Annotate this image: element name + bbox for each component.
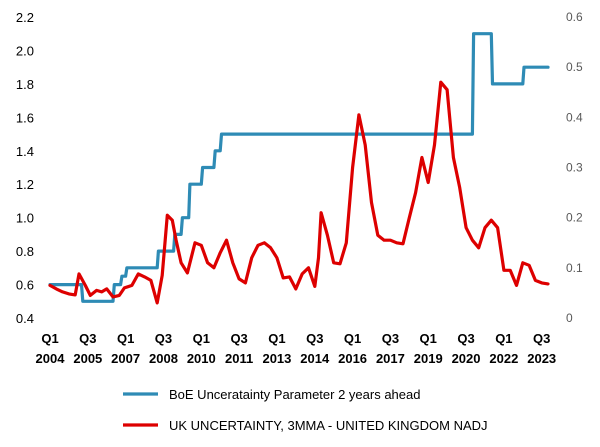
x-tick-year-label: 2005 (73, 351, 102, 366)
x-tick-quarter-label: Q1 (344, 331, 361, 346)
series-line-1 (48, 32, 550, 303)
right-tick-label: 0.5 (566, 60, 583, 74)
x-tick-quarter-label: Q1 (117, 331, 134, 346)
series-lines (48, 32, 550, 305)
right-tick-label: 0.4 (566, 110, 583, 124)
x-tick-quarter-label: Q3 (79, 331, 96, 346)
left-tick-label: 1.6 (16, 110, 34, 125)
left-axis-tick-labels: 0.4 0.6 0.8 1.0 1.2 1.4 1.6 1.8 2.0 2.2 (16, 10, 34, 326)
right-tick-label: 0.2 (566, 211, 583, 225)
x-tick-year-label: 2016 (338, 351, 367, 366)
legend: BoE Unceratainty Parameter 2 years ahead… (123, 387, 488, 433)
x-tick-quarter-label: Q3 (230, 331, 247, 346)
left-tick-label: 1.8 (16, 77, 34, 92)
x-tick-year-label: 2013 (262, 351, 291, 366)
x-tick-quarter-label: Q1 (41, 331, 58, 346)
x-tick-quarter-label: Q1 (193, 331, 210, 346)
right-tick-label: 0 (566, 311, 573, 325)
x-tick-quarter-label: Q3 (533, 331, 550, 346)
x-tick-year-label: 2019 (414, 351, 443, 366)
legend-label: BoE Unceratainty Parameter 2 years ahead (169, 387, 420, 402)
x-tick-year-label: 2008 (149, 351, 178, 366)
right-tick-label: 0.3 (566, 161, 583, 175)
x-tick-quarter-label: Q3 (306, 331, 323, 346)
left-tick-label: 1.0 (16, 211, 34, 226)
x-tick-quarter-label: Q3 (457, 331, 474, 346)
x-tick-quarter-label: Q3 (155, 331, 172, 346)
left-tick-label: 1.2 (16, 177, 34, 192)
left-tick-label: 0.6 (16, 278, 34, 293)
legend-label: UK UNCERTAINTY, 3MMA - UNITED KINGDOM NA… (169, 418, 488, 433)
x-tick-year-label: 2014 (300, 351, 330, 366)
x-tick-year-label: 2011 (225, 351, 253, 366)
x-tick-year-label: 2020 (452, 351, 481, 366)
x-tick-quarter-label: Q1 (495, 331, 512, 346)
x-tick-year-label: 2004 (36, 351, 66, 366)
x-tick-year-label: 2023 (527, 351, 556, 366)
series-line-2 (48, 80, 550, 305)
left-tick-label: 2.2 (16, 10, 34, 25)
x-tick-year-label: 2022 (489, 351, 518, 366)
right-tick-label: 0.1 (566, 261, 583, 275)
x-tick-year-label: 2017 (376, 351, 405, 366)
right-tick-label: 0.6 (566, 10, 583, 24)
left-tick-label: 1.4 (16, 144, 34, 159)
x-tick-year-label: 2007 (111, 351, 140, 366)
x-tick-quarter-label: Q1 (420, 331, 437, 346)
left-tick-label: 0.8 (16, 244, 34, 259)
x-tick-year-label: 2010 (187, 351, 216, 366)
right-axis-tick-labels: 0 0.1 0.2 0.3 0.4 0.5 0.6 (566, 10, 583, 325)
x-tick-quarter-label: Q3 (382, 331, 399, 346)
x-axis-tick-labels: Q1 2004 Q3 2005 Q1 2007 Q3 2008 Q1 2010 Q3 2011 Q1 20… (36, 331, 557, 366)
left-tick-label: 0.4 (16, 311, 34, 326)
left-tick-label: 2.0 (16, 43, 34, 58)
x-tick-quarter-label: Q1 (268, 331, 285, 346)
